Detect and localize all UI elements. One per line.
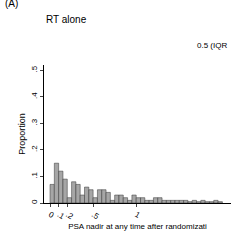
svg-text:0: 0 <box>30 199 39 204</box>
svg-text:(A): (A) <box>5 0 18 9</box>
svg-text:0: 0 <box>47 210 56 220</box>
svg-text:Proportion: Proportion <box>17 113 27 155</box>
svg-text:.4: .4 <box>30 92 39 99</box>
svg-text:PSA nadir at any time after ra: PSA nadir at any time after randomizati <box>68 222 207 231</box>
svg-text:.3: .3 <box>30 118 39 125</box>
svg-text:.5: .5 <box>30 65 39 72</box>
svg-text:.5: .5 <box>90 210 101 221</box>
svg-text:0.5 (IQR: 0.5 (IQR <box>197 41 227 50</box>
svg-text:.1: .1 <box>56 210 67 221</box>
svg-text:1: 1 <box>133 210 142 220</box>
svg-text:.2: .2 <box>30 145 39 152</box>
svg-text:.2: .2 <box>64 210 75 221</box>
svg-text:.1: .1 <box>30 171 39 178</box>
svg-text:RT alone: RT alone <box>46 14 87 25</box>
